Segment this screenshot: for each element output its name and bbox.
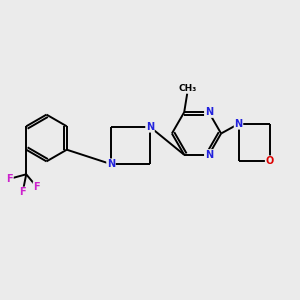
Text: N: N <box>107 159 115 169</box>
Text: F: F <box>33 182 40 192</box>
Text: F: F <box>6 174 13 184</box>
Text: N: N <box>205 107 213 117</box>
Text: N: N <box>205 150 213 160</box>
Text: O: O <box>266 156 274 166</box>
Text: CH₃: CH₃ <box>178 84 196 93</box>
Text: N: N <box>146 122 154 132</box>
Text: N: N <box>234 119 243 129</box>
Text: F: F <box>19 187 26 197</box>
